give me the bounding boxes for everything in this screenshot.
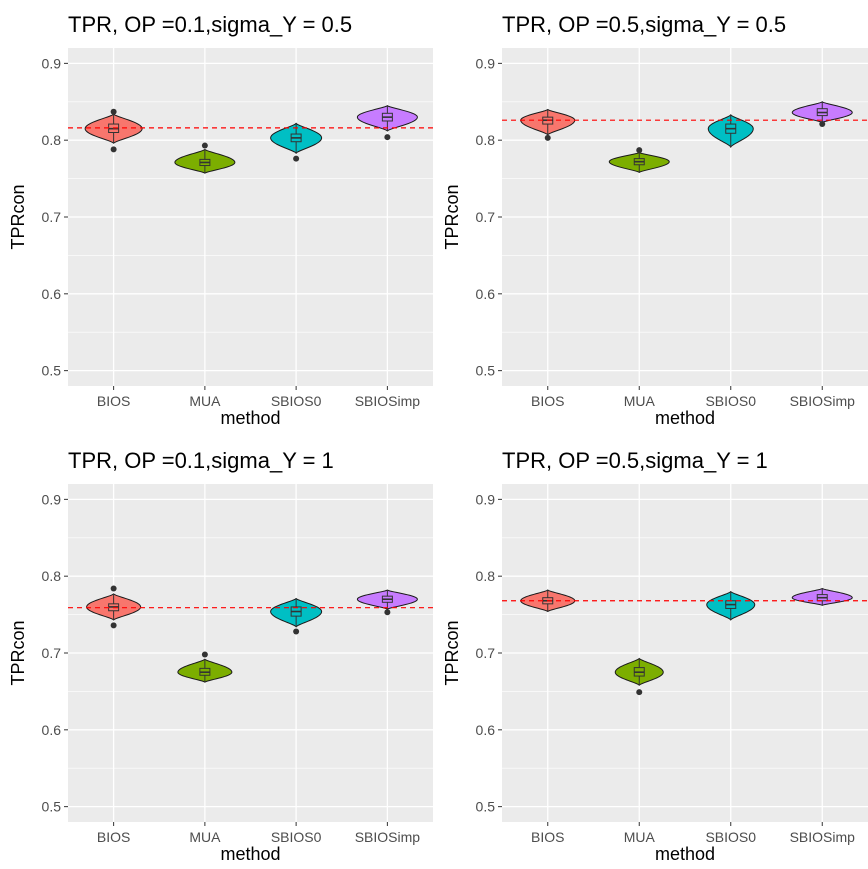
x-tick-label: MUA	[624, 829, 656, 845]
x-tick-label: MUA	[189, 393, 221, 409]
outlier-point	[201, 651, 208, 658]
y-tick-label: 0.7	[42, 209, 62, 225]
x-tick-label: SBIOS0	[271, 829, 322, 845]
y-tick-label: 0.5	[476, 363, 496, 379]
x-tick-label: MUA	[189, 829, 221, 845]
x-tick-label: BIOS	[97, 829, 130, 845]
x-axis-label: method	[220, 408, 280, 428]
x-axis-label: method	[655, 408, 715, 428]
chart-panel-4: TPR, OP =0.5,sigma_Y = 1 0.5 0.6 0.7 0.8 0.9 B…	[442, 448, 868, 864]
chart-title: TPR, OP =0.5,sigma_Y = 1	[502, 448, 768, 473]
violin-sbiosimp	[356, 589, 418, 616]
outlier-point	[636, 147, 643, 154]
y-tick-label: 0.6	[42, 722, 62, 738]
violin-shape	[707, 114, 754, 148]
violin-sbios0	[270, 122, 323, 162]
y-tick-label: 0.7	[476, 645, 496, 661]
y-tick-label: 0.7	[476, 209, 496, 225]
violin-shape	[520, 108, 576, 136]
y-tick-label: 0.6	[476, 722, 496, 738]
outlier-point	[636, 689, 643, 696]
y-tick-label: 0.9	[476, 55, 496, 71]
y-axis-label: TPRcon	[442, 184, 462, 249]
x-tick-label: SBIOS0	[705, 393, 756, 409]
outlier-point	[293, 155, 300, 162]
y-axis-label: TPRcon	[442, 620, 462, 685]
y-tick-label: 0.5	[42, 799, 62, 815]
x-tick-label: BIOS	[531, 829, 564, 845]
outlier-point	[110, 108, 117, 115]
y-tick-label: 0.5	[476, 799, 496, 815]
y-axis-label: TPRcon	[8, 620, 28, 685]
y-tick-label: 0.5	[42, 363, 62, 379]
chart-panel-3: TPR, OP =0.1,sigma_Y = 1 0.5 0.6 0.7 0.8 0.9 B…	[8, 448, 433, 864]
violin-sbiosimp	[356, 105, 418, 141]
violin-mua	[174, 142, 236, 174]
x-axis-label: method	[220, 844, 280, 864]
y-tick-label: 0.8	[42, 568, 62, 584]
x-tick-label: SBIOS0	[705, 829, 756, 845]
x-tick-label: BIOS	[97, 393, 130, 409]
chart-title: TPR, OP =0.1,sigma_Y = 0.5	[68, 12, 352, 37]
violin-sbiosimp	[791, 101, 853, 128]
violin-mua	[608, 147, 670, 174]
violin-bios	[84, 108, 143, 153]
y-tick-label: 0.7	[42, 645, 62, 661]
y-tick-label: 0.9	[476, 491, 496, 507]
y-tick-label: 0.9	[42, 55, 62, 71]
outlier-point	[544, 134, 551, 141]
y-tick-label: 0.6	[476, 286, 496, 302]
violin-sbios0	[707, 114, 754, 148]
outlier-point	[384, 609, 391, 616]
violin-sbios0	[270, 597, 323, 635]
y-tick-label: 0.9	[42, 491, 62, 507]
x-tick-label: SBIOSimp	[790, 393, 856, 409]
outlier-point	[201, 142, 208, 149]
chart-title: TPR, OP =0.5,sigma_Y = 0.5	[502, 12, 786, 37]
x-axis-label: method	[655, 844, 715, 864]
x-tick-label: MUA	[624, 393, 656, 409]
y-tick-label: 0.8	[476, 568, 496, 584]
chart-panel-1: TPR, OP =0.1,sigma_Y = 0.5 0.5 0.6 0.7 0.8 0.…	[8, 12, 433, 428]
outlier-point	[110, 622, 117, 629]
y-tick-label: 0.6	[42, 286, 62, 302]
violin-mua	[614, 657, 664, 696]
violin-mua	[177, 651, 233, 683]
chart-title: TPR, OP =0.1,sigma_Y = 1	[68, 448, 334, 473]
y-axis-label: TPRcon	[8, 184, 28, 249]
outlier-point	[293, 628, 300, 635]
x-tick-label: SBIOS0	[271, 393, 322, 409]
chart-panel-2: TPR, OP =0.5,sigma_Y = 0.5 0.5 0.6 0.7 0.8 0.…	[442, 12, 868, 428]
violin-shape	[356, 105, 418, 132]
outlier-point	[819, 121, 826, 128]
violin-sbios0	[706, 590, 756, 621]
x-tick-label: SBIOSimp	[355, 829, 421, 845]
x-tick-label: SBIOSimp	[790, 829, 856, 845]
outlier-point	[384, 134, 391, 141]
outlier-point	[110, 585, 117, 592]
y-tick-label: 0.8	[42, 132, 62, 148]
y-tick-label: 0.8	[476, 132, 496, 148]
x-tick-label: BIOS	[531, 393, 564, 409]
outlier-point	[110, 146, 117, 153]
x-tick-label: SBIOSimp	[355, 393, 421, 409]
violin-bios	[86, 585, 142, 629]
